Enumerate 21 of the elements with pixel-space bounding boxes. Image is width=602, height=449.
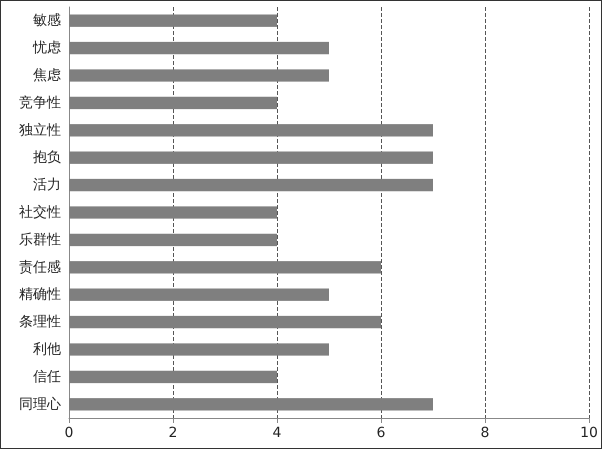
y-tick-label: 精确性 — [19, 286, 61, 303]
y-tick-label: 社交性 — [19, 204, 61, 220]
y-tick-label: 条理性 — [19, 314, 61, 330]
x-tick-label: 6 — [376, 425, 386, 441]
y-tick-label: 活力 — [33, 177, 61, 194]
y-tick-label: 焦虑 — [33, 68, 61, 84]
y-tick-label: 竞争性 — [19, 94, 61, 111]
x-tick-label: 4 — [272, 425, 282, 441]
y-tick-label: 同理心 — [19, 396, 61, 412]
x-tick-label: 10 — [580, 425, 598, 441]
y-tick-label: 责任感 — [19, 259, 61, 276]
y-tick-label: 乐群性 — [19, 232, 61, 248]
y-tick-label: 独立性 — [19, 122, 61, 138]
x-tick-label: 0 — [64, 425, 74, 441]
x-tick-label: 2 — [168, 425, 178, 441]
y-tick-label: 敏感 — [33, 12, 61, 29]
y-tick-label: 抱负 — [33, 150, 61, 166]
x-tick-label: 8 — [480, 425, 490, 441]
y-tick-label: 信任 — [33, 368, 61, 385]
y-tick-label: 利他 — [33, 342, 61, 358]
y-tick-label: 忧虑 — [32, 40, 61, 56]
